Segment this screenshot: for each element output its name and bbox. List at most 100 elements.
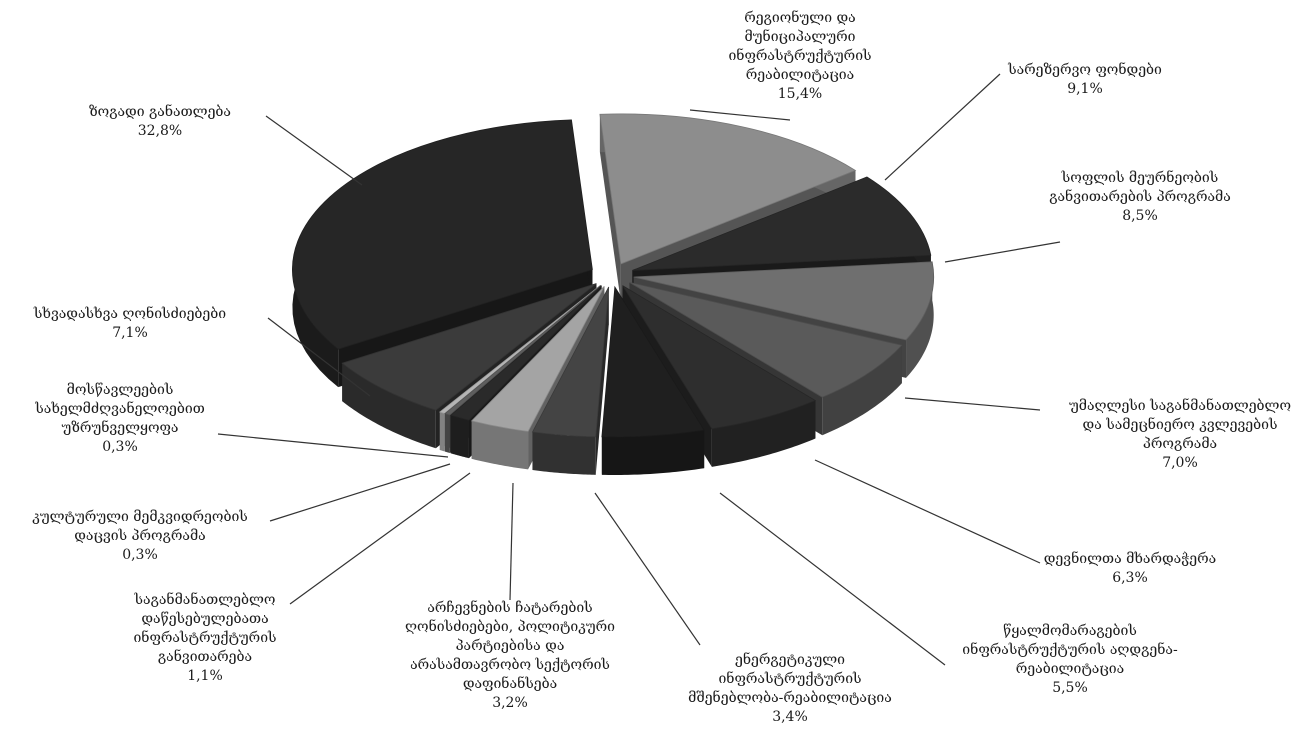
- slice-value-label: 6,3%: [1112, 570, 1148, 586]
- slice-top: [622, 285, 817, 430]
- slice-name-label: სხვადასხვა ღონისძიებები: [33, 304, 226, 322]
- slice-name-label: პარტიებისა და: [456, 637, 565, 654]
- slice-outer-wall: [342, 363, 436, 449]
- leader-line: [217, 433, 449, 458]
- slice-outer-wall: [444, 413, 450, 454]
- slice-name-label: არასამთავრობო სექტორის: [410, 656, 610, 673]
- slice-top: [449, 285, 602, 421]
- slice-name-label: ღონისძიებები, პოლიტიკური: [405, 617, 615, 635]
- slice-name-label: კულტურული მემკვიდრეობის: [32, 508, 248, 525]
- slice-name-label: ინფრასტრუქტურის: [133, 628, 276, 646]
- slice-name-label: სახელმძღვანელოებით: [34, 399, 205, 417]
- slice-side-wall: [599, 114, 621, 302]
- slice-name-label: უმაღლესი საგანმანათლებლო: [1069, 396, 1291, 414]
- slice-name-label: სოფლის მეურნეობის: [1061, 168, 1218, 186]
- slice-outer-wall: [450, 415, 469, 459]
- pie-slices: [292, 113, 935, 475]
- slice-value-label: 32,8%: [138, 123, 182, 139]
- slice-top: [444, 285, 602, 416]
- leader-line: [594, 492, 701, 646]
- slice-label: ენერგეტიკულიინფრასტრუქტურისმშენებლობა-რე…: [688, 650, 892, 725]
- slice-outer-wall: [532, 432, 596, 475]
- leader-line: [944, 241, 1061, 263]
- leader-line: [689, 109, 791, 121]
- leader-line: [884, 73, 1001, 181]
- slice-outer-wall: [601, 430, 705, 475]
- slice-outer-wall: [822, 345, 902, 436]
- slice-name-label: ინფრასტრუქტურის: [728, 46, 871, 64]
- slice-value-label: 9,1%: [1067, 81, 1103, 97]
- slice-value-label: 3,4%: [772, 709, 808, 725]
- slice-value-label: 0,3%: [102, 439, 138, 455]
- slice-outer-wall: [711, 400, 816, 467]
- slice-value-label: 7,1%: [112, 325, 148, 341]
- leader-lines: [217, 73, 1061, 666]
- slice-top: [633, 261, 935, 341]
- leader-line: [814, 459, 1041, 564]
- leader-line: [904, 397, 1041, 411]
- slice-name-label: სარეზერვო ფონდები: [1007, 60, 1162, 78]
- slice-name-label: საგანმანათლებლო: [134, 590, 276, 608]
- leader-line: [719, 492, 946, 666]
- slice-name-label: რეაბილიტაცია: [746, 66, 854, 83]
- slice-name-label: მოსწავლეების: [67, 381, 174, 398]
- slice-value-label: 0,3%: [122, 547, 158, 563]
- slice-name-label: არჩევნების ჩატარების: [427, 598, 592, 616]
- slice-top: [599, 113, 857, 265]
- slice-name-label: განვითარება: [158, 647, 252, 665]
- slice-name-label: რეგიონული და: [744, 8, 855, 26]
- slice-name-label: ინფრასტრუქტურის აღდგენა-: [962, 640, 1178, 658]
- slice-top: [531, 286, 610, 438]
- slice-name-label: მუნიციპალური: [745, 27, 856, 45]
- slice-name-label: და სამეცნიერო კვლევების: [1083, 415, 1278, 433]
- slice-label: საგანმანათლებლო დაწესებულებათაინფრასტრუქტ…: [133, 590, 276, 684]
- slice-label: დევნილთა მხარდაჭერა 6,3%: [1044, 549, 1216, 586]
- slice-top: [629, 281, 903, 398]
- slice-outer-wall: [906, 261, 934, 378]
- slice-side-wall: [595, 286, 609, 475]
- slice-outer-wall: [439, 411, 445, 452]
- slice-label: მოსწავლეებისსახელმძღვანელოებითუზრუნველყო…: [34, 381, 205, 455]
- slice-name-label: ზოგადი განათლება: [89, 102, 231, 120]
- slice-label: სარეზერვო ფონდები 9,1%: [1007, 60, 1162, 97]
- slice-label: კულტურული მემკვიდრეობის დაცვის პროგრამა 0,…: [32, 508, 248, 563]
- slice-top: [470, 286, 605, 432]
- slice-name-label: დევნილთა მხარდაჭერა: [1044, 549, 1216, 567]
- leader-line: [267, 317, 371, 397]
- slice-name-label: დაფინანსება: [463, 674, 557, 692]
- slice-value-label: 5,5%: [1052, 680, 1088, 696]
- slice-name-label: უზრუნველყოფა: [62, 418, 179, 436]
- slice-label: ზოგადი განათლება 32,8%: [89, 102, 231, 139]
- leader-line: [265, 115, 363, 186]
- slice-value-label: 3,2%: [492, 695, 528, 711]
- slice-value-label: 15,4%: [778, 86, 822, 102]
- slice-name-label: დაწესებულებათა: [141, 610, 268, 627]
- slice-name-label: მშენებლობა-რეაბილიტაცია: [688, 688, 892, 706]
- leader-line: [269, 463, 451, 522]
- slice-value-label: 1,1%: [187, 668, 223, 684]
- slice-name-label: პროგრამა: [1143, 435, 1217, 452]
- slice-top: [601, 285, 705, 438]
- slice-top: [292, 119, 593, 350]
- pie-slice: [601, 285, 705, 475]
- slice-name-label: ინფრასტრუქტურის: [718, 669, 861, 687]
- leader-line: [289, 472, 471, 605]
- slice-top: [632, 176, 932, 271]
- slice-name-label: დაცვის პროგრამა: [74, 527, 205, 544]
- slice-outer-wall: [471, 420, 529, 470]
- slice-labels: რეგიონული დამუნიციპალურიინფრასტრუქტურისრ…: [32, 8, 1291, 725]
- pie-slice: [531, 286, 610, 475]
- leader-line: [509, 482, 514, 601]
- slice-value-label: 7,0%: [1162, 455, 1198, 471]
- slice-name-label: განვითარების პროგრამა: [1049, 187, 1231, 205]
- slice-name-label: რეაბილიტაცია: [1016, 660, 1124, 677]
- slice-name-label: წყალმომარაგების: [1003, 622, 1137, 639]
- slice-top: [341, 283, 597, 411]
- slice-name-label: ენერგეტიკული: [735, 650, 845, 668]
